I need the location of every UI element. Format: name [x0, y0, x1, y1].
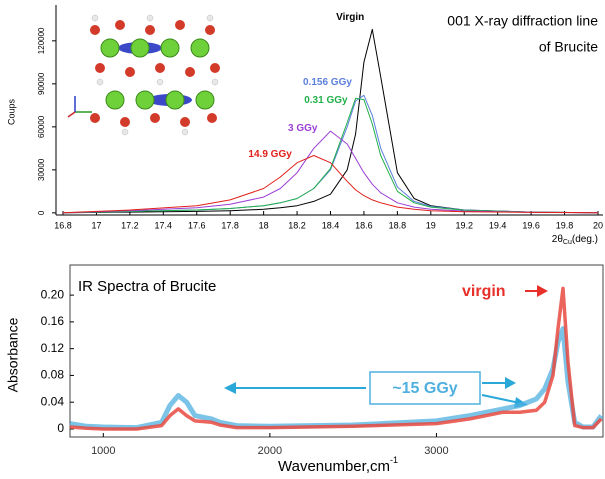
x-tick-label: 19.2 [455, 220, 473, 230]
x-tick-label: 2000 [258, 445, 282, 457]
x-axis-label-main: Wavenumber,cm [278, 458, 390, 475]
x-tick-label: 3000 [424, 445, 448, 457]
annotation-arrow [525, 285, 548, 297]
x-tick-label: 18.8 [389, 220, 407, 230]
plot-frame [69, 264, 604, 438]
series-line [62, 130, 599, 214]
y-tick-label: 30000 [37, 158, 46, 181]
x-tick-label: 16.8 [54, 220, 72, 230]
y-axis-label: Absorbance [5, 317, 21, 392]
chart-title: 001 X-ray diffraction line [447, 13, 598, 29]
series-label: ~15 GGy [392, 380, 457, 397]
x-axis-label-sup: -1 [390, 455, 398, 465]
x-tick-label: 17.8 [221, 220, 239, 230]
x-tick-label: 20 [593, 220, 603, 230]
x-tick-label: 18.6 [355, 220, 373, 230]
y-tick-label: 120000 [37, 27, 46, 54]
series-line [69, 286, 603, 431]
y-axis-label: Coups [6, 98, 16, 125]
y-tick-label: 0.20 [41, 287, 65, 301]
y-tick-label: 0.08 [41, 368, 65, 382]
x-tick-label: 17.4 [155, 220, 173, 230]
series-line [69, 326, 604, 431]
x-tick-label: 19.6 [522, 220, 540, 230]
x-tick-label: 18 [259, 220, 269, 230]
chart-title: IR Spectra of Brucite [78, 278, 216, 295]
x-tick-label: 19 [426, 220, 436, 230]
y-tick-label: 90000 [37, 72, 46, 95]
series-line [62, 97, 599, 214]
crystal-inset [67, 14, 220, 136]
x-axis-label-main: 2θ [552, 234, 564, 245]
series-label: 0.156 GGy [303, 77, 352, 88]
x-tick-label: 17.6 [188, 220, 206, 230]
y-tick-label: 0.12 [41, 341, 65, 355]
series-label: Virgin [336, 12, 364, 23]
x-axis-label: Wavenumber,cm-1 [278, 455, 398, 475]
chart-title: of Brucite [539, 39, 598, 55]
x-axis-label: 2θCu(deg.) [552, 234, 598, 246]
x-tick-label: 19.8 [556, 220, 574, 230]
x-tick-label: 1000 [91, 445, 115, 457]
series-label: virgin [462, 283, 506, 300]
x-tick-label: 18.2 [288, 220, 306, 230]
y-tick-label: 0.04 [41, 394, 65, 408]
series-label: 14.9 GGy [248, 149, 292, 160]
y-tick-label: 0 [37, 210, 46, 215]
x-tick-label: 17 [91, 220, 101, 230]
x-tick-label: 19.4 [489, 220, 507, 230]
x-axis-label-sub: Cu [563, 239, 572, 246]
y-tick-label: 0.16 [41, 314, 65, 328]
series-label: 3 GGy [288, 123, 318, 134]
x-tick-label: 18.4 [322, 220, 340, 230]
series-line [62, 94, 599, 214]
y-tick-label: 0 [57, 421, 64, 435]
x-tick-label: 17.2 [121, 220, 139, 230]
series-label: 0.31 GGy [304, 95, 348, 106]
series-line [62, 155, 599, 214]
annotation-box [369, 371, 481, 405]
y-tick-label: 60000 [37, 115, 46, 138]
x-axis-label-after: (deg.) [572, 234, 598, 245]
